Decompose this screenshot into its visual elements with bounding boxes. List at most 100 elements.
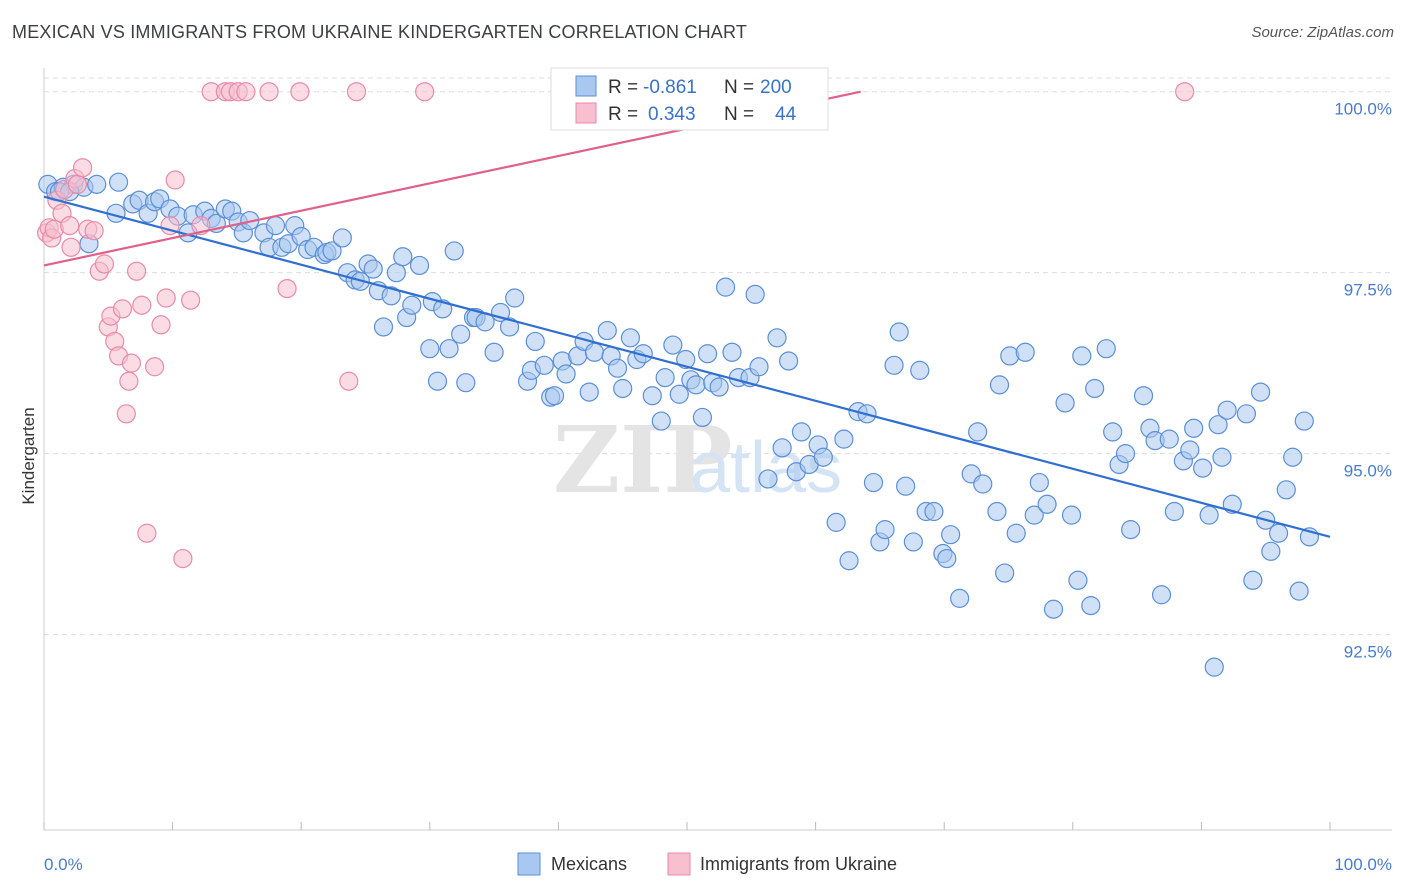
mexicans-point <box>651 411 671 431</box>
ukraine-point <box>236 82 256 102</box>
axes: 100.0% 97.5% 95.0% 92.5% 0.0% 100.0% <box>43 68 1392 874</box>
ukraine-point <box>72 158 93 178</box>
mexicans-point <box>758 469 778 489</box>
mexicans-point <box>363 259 383 279</box>
ukraine-point <box>60 216 80 236</box>
mexicans-point <box>826 512 846 532</box>
ukraine-point <box>112 299 133 319</box>
mexicans-point <box>1061 505 1082 525</box>
mexicans-point <box>584 342 605 362</box>
x-tick-label: 0.0% <box>44 855 83 874</box>
mexicans-point <box>903 532 923 552</box>
ukraine-point <box>156 288 176 308</box>
ukraine-points <box>36 82 1195 569</box>
mexicans-point <box>1164 501 1184 522</box>
mexicans-point <box>87 174 107 194</box>
mexicans-trend-line <box>43 195 1331 538</box>
legend-n-value-1: 200 <box>760 77 792 98</box>
ukraine-point <box>346 82 367 102</box>
mexicans-point <box>863 472 884 493</box>
ukraine-point <box>137 523 157 543</box>
bottom-legend-swatch-mexicans <box>517 852 541 876</box>
y-tick-label: 92.5% <box>1344 643 1392 662</box>
mexicans-point <box>722 342 742 362</box>
mexicans-point <box>409 255 430 276</box>
ukraine-point <box>116 404 136 424</box>
mexicans-point <box>1250 382 1271 402</box>
mexicans-point <box>772 438 792 458</box>
y-tick-label: 95.0% <box>1344 462 1392 481</box>
mexicans-point <box>839 551 859 571</box>
mexicans-point <box>834 429 854 449</box>
mexicans-point <box>642 386 662 406</box>
legend-r-value-2: 0.343 <box>648 104 696 125</box>
mexicans-point <box>715 277 736 297</box>
mexicans-point <box>686 375 706 395</box>
mexicans-point <box>924 501 944 522</box>
ukraine-point <box>277 278 297 299</box>
mexicans-point <box>968 422 988 442</box>
ukraine-point <box>132 295 152 315</box>
mexicans-point <box>910 360 930 380</box>
mexicans-point <box>896 476 916 496</box>
mexicans-point <box>499 317 520 337</box>
ukraine-point <box>290 82 310 102</box>
legend-n-label-1: N = <box>724 77 754 98</box>
mexicans-point <box>1261 541 1281 561</box>
mexicans-point <box>613 378 633 399</box>
mexicans-point <box>1243 570 1263 590</box>
mexicans-point <box>484 342 504 362</box>
mexicans-point <box>875 520 895 540</box>
mexicans-point <box>108 172 129 192</box>
mexicans-point <box>1103 422 1123 442</box>
mexicans-point <box>597 320 617 341</box>
y-tick-label: 97.5% <box>1344 281 1392 300</box>
gridlines <box>44 77 1392 636</box>
mexicans-point <box>1015 342 1035 362</box>
mexicans-point <box>987 501 1007 522</box>
mexicans-point <box>973 474 993 494</box>
ukraine-point <box>144 357 165 377</box>
mexicans-point <box>1037 494 1057 514</box>
ukraine-point <box>1175 82 1195 102</box>
mexicans-point <box>1289 581 1309 601</box>
mexicans-point <box>439 339 459 359</box>
legend-n-label-2: N = <box>724 104 754 125</box>
mexicans-point <box>1294 411 1314 431</box>
mexicans-point <box>1268 523 1289 543</box>
ukraine-point <box>67 174 88 194</box>
mexicans-point <box>941 525 961 545</box>
mexicans-point <box>778 351 799 371</box>
x-tick-label: 100.0% <box>1334 855 1392 874</box>
mexicans-point <box>669 384 689 404</box>
ukraine-point <box>119 371 139 391</box>
mexicans-point <box>386 263 406 283</box>
mexicans-point <box>265 216 286 236</box>
mexicans-point <box>1029 472 1049 493</box>
mexicans-point <box>1199 505 1219 525</box>
y-axis-label: Kindergarten <box>19 407 38 504</box>
ukraine-point <box>61 237 81 257</box>
ukraine-point <box>181 290 201 310</box>
mexicans-point <box>1208 415 1228 435</box>
mexicans-point <box>1115 444 1136 464</box>
mexicans-point <box>745 284 765 304</box>
mexicans-point <box>995 563 1015 583</box>
mexicans-point <box>381 286 401 306</box>
mexicans-point <box>813 447 833 467</box>
mexicans-point <box>1068 570 1088 590</box>
ukraine-point <box>173 548 193 569</box>
mexicans-point <box>1121 520 1141 540</box>
legend-swatch-mexicans <box>575 75 597 97</box>
mexicans-point <box>697 344 718 364</box>
mexicans-point <box>1055 393 1075 413</box>
mexicans-point <box>451 324 471 344</box>
mexicans-point <box>444 241 464 261</box>
mexicans-point <box>525 331 545 352</box>
legend-n-value-2: 44 <box>775 104 797 125</box>
mexicans-point <box>620 328 641 348</box>
mexicans-point <box>692 407 713 428</box>
y-tick-label: 100.0% <box>1334 100 1392 119</box>
bottom-legend-ukraine: Immigrants from Ukraine <box>700 854 897 874</box>
